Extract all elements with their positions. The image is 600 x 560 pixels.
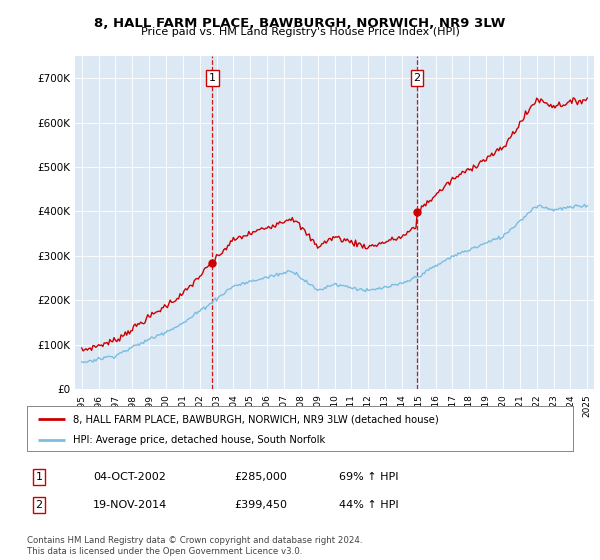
Text: 44% ↑ HPI: 44% ↑ HPI <box>339 500 398 510</box>
Text: 04-OCT-2002: 04-OCT-2002 <box>93 472 166 482</box>
Text: Contains HM Land Registry data © Crown copyright and database right 2024.
This d: Contains HM Land Registry data © Crown c… <box>27 536 362 556</box>
Text: 69% ↑ HPI: 69% ↑ HPI <box>339 472 398 482</box>
Text: £399,450: £399,450 <box>234 500 287 510</box>
Text: 2: 2 <box>413 73 421 83</box>
Text: 1: 1 <box>35 472 43 482</box>
Text: Price paid vs. HM Land Registry's House Price Index (HPI): Price paid vs. HM Land Registry's House … <box>140 27 460 37</box>
Text: 2: 2 <box>35 500 43 510</box>
Text: 19-NOV-2014: 19-NOV-2014 <box>93 500 167 510</box>
Text: HPI: Average price, detached house, South Norfolk: HPI: Average price, detached house, Sout… <box>73 436 326 446</box>
Text: 8, HALL FARM PLACE, BAWBURGH, NORWICH, NR9 3LW (detached house): 8, HALL FARM PLACE, BAWBURGH, NORWICH, N… <box>73 414 439 424</box>
Text: 1: 1 <box>209 73 216 83</box>
Text: £285,000: £285,000 <box>234 472 287 482</box>
Text: 8, HALL FARM PLACE, BAWBURGH, NORWICH, NR9 3LW: 8, HALL FARM PLACE, BAWBURGH, NORWICH, N… <box>94 17 506 30</box>
